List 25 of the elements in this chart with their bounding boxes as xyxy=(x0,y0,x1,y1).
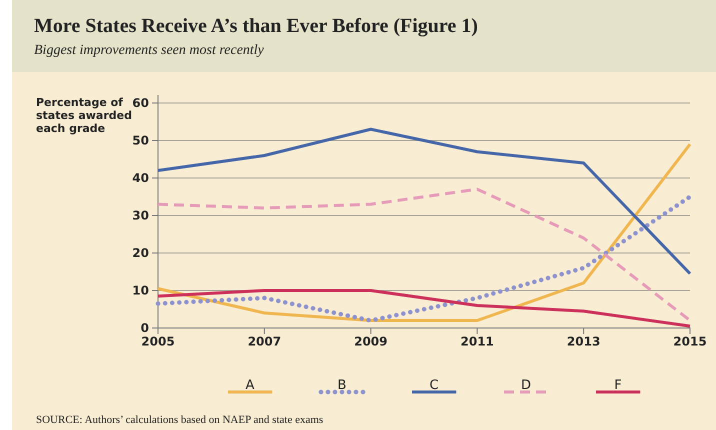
x-tick-label: 2009 xyxy=(354,334,388,349)
legend-label: B xyxy=(338,378,346,393)
y-tick-label: 30 xyxy=(132,208,149,222)
legend-label: D xyxy=(520,378,532,393)
source-note: SOURCE: Authors’ calculations based on NAEP and state exams xyxy=(36,414,324,426)
line-series xyxy=(156,142,692,322)
x-tick-label: 2013 xyxy=(566,334,600,349)
y-tick-label: 20 xyxy=(132,246,149,260)
legend-label: A xyxy=(246,378,255,393)
legend-label: C xyxy=(429,378,439,393)
y-tick-label: 0 xyxy=(140,320,149,335)
y-tick-label: 60 xyxy=(132,96,149,110)
line-series xyxy=(156,128,692,276)
chart-subtitle: Biggest improvements seen most recently xyxy=(34,43,265,58)
line-series xyxy=(156,289,692,328)
y-tick-label: 10 xyxy=(132,283,149,298)
legend-label: F xyxy=(614,378,622,393)
x-tick-label: 2015 xyxy=(673,334,707,349)
chart-title: More States Receive A’s than Ever Before (Figure 1) xyxy=(34,15,478,37)
y-tick-label: 40 xyxy=(132,170,149,185)
x-tick-label: 2007 xyxy=(248,334,282,349)
y-tick-label: 50 xyxy=(132,133,149,148)
y-axis-title: Percentage of states awarded each grade xyxy=(36,96,132,135)
x-tick-label: 2011 xyxy=(460,334,494,349)
x-tick-label: 2005 xyxy=(141,334,175,349)
